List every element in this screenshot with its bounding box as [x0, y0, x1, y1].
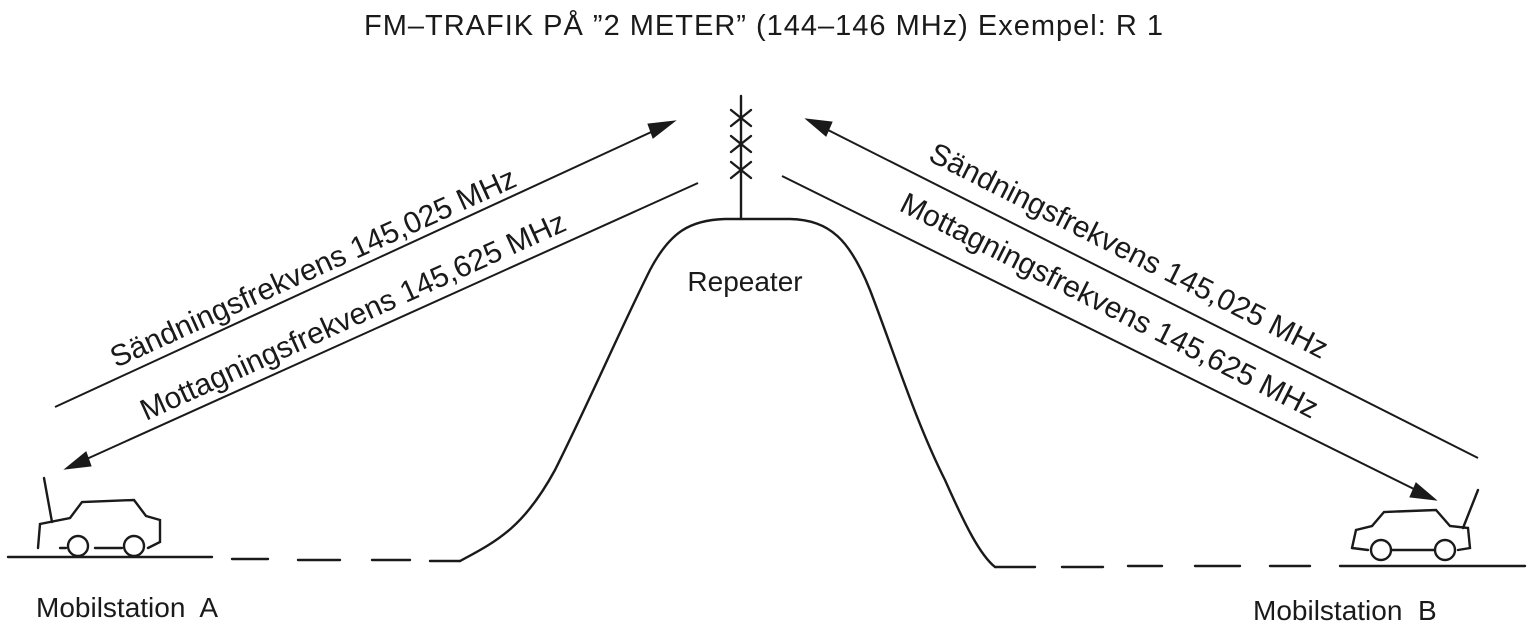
arrowhead-left-tx: [647, 120, 677, 139]
right-signal-lines: [781, 118, 1479, 501]
station-a-label: Mobilstation A: [36, 592, 218, 623]
station-b-label: Mobilstation B: [1253, 595, 1437, 626]
repeater-antenna-icon: [729, 94, 753, 221]
diagram-title: FM–TRAFIK PÅ ”2 METER” (144–146 MHz) Exe…: [364, 9, 1164, 42]
repeater-label: Repeater: [687, 266, 802, 297]
mountain: [458, 217, 997, 569]
car-a-icon: [36, 476, 162, 558]
arrowhead-right-tx: [804, 118, 833, 137]
arrowhead-right-rx: [1409, 482, 1438, 501]
car-b-icon: [1350, 488, 1480, 562]
left-signal-lines: [54, 120, 699, 470]
arrowhead-left-rx: [63, 451, 92, 470]
ground-line: [6, 555, 1527, 569]
